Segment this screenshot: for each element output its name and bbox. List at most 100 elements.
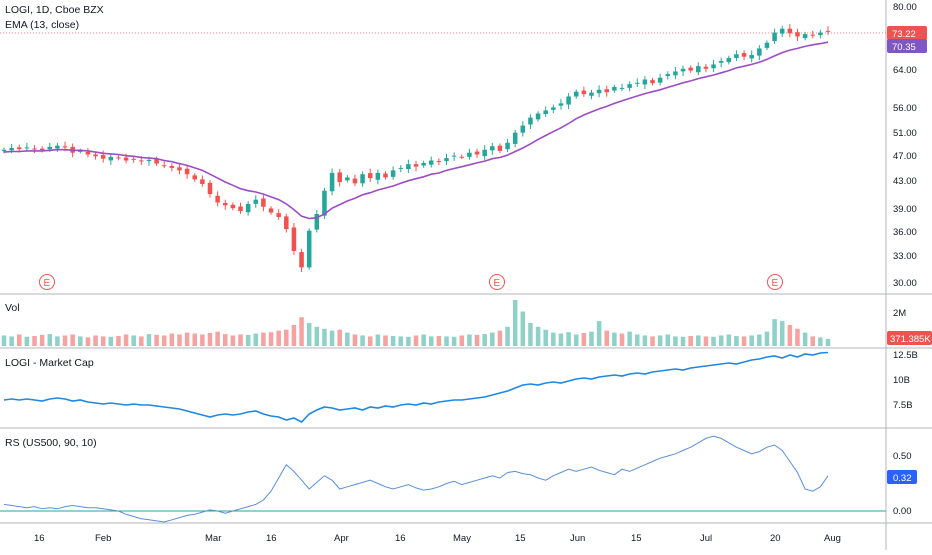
- candle-body[interactable]: [16, 147, 22, 150]
- ema-line[interactable]: [3, 41, 829, 220]
- volume-bar[interactable]: [642, 335, 648, 346]
- earnings-marker[interactable]: E: [767, 274, 783, 290]
- candle-body[interactable]: [146, 159, 152, 162]
- time-axis[interactable]: 16 Feb Mar 16 Apr 16 May 15 Jun 15 Jul 2…: [34, 533, 841, 544]
- volume-bar[interactable]: [139, 336, 144, 346]
- volume-bar[interactable]: [39, 334, 45, 346]
- volume-bar[interactable]: [100, 336, 106, 346]
- candle-body[interactable]: [1, 149, 7, 152]
- candle-body[interactable]: [322, 190, 327, 216]
- candle-body[interactable]: [467, 152, 472, 157]
- candle-body[interactable]: [528, 117, 533, 125]
- candle-body[interactable]: [696, 66, 701, 73]
- volume-bar[interactable]: [787, 324, 793, 346]
- candle-body[interactable]: [802, 34, 808, 39]
- volume-bar[interactable]: [467, 334, 472, 347]
- volume-bar[interactable]: [505, 326, 510, 346]
- volume-bar[interactable]: [47, 334, 53, 346]
- volume-bar[interactable]: [779, 321, 785, 346]
- volume-bar[interactable]: [619, 333, 625, 346]
- volume-bar[interactable]: [497, 330, 503, 346]
- volume-bar[interactable]: [192, 333, 198, 346]
- candle-body[interactable]: [573, 91, 579, 97]
- candle-body[interactable]: [451, 155, 457, 157]
- mcap-line[interactable]: [3, 351, 829, 423]
- volume-bar[interactable]: [161, 335, 167, 346]
- volume-bar[interactable]: [16, 334, 22, 347]
- volume-bar[interactable]: [390, 336, 396, 346]
- volume-bar[interactable]: [146, 334, 152, 346]
- volume-bar[interactable]: [650, 336, 655, 346]
- candle-body[interactable]: [497, 145, 503, 151]
- volume-bar[interactable]: [108, 336, 114, 346]
- candle-body[interactable]: [726, 58, 732, 63]
- volume-bar[interactable]: [566, 332, 571, 346]
- volume-bar[interactable]: [482, 334, 487, 346]
- volume-bar[interactable]: [314, 326, 320, 346]
- volume-bar[interactable]: [596, 321, 602, 346]
- candle-body[interactable]: [818, 32, 823, 36]
- volume-bar[interactable]: [200, 334, 205, 347]
- volume-bar[interactable]: [253, 333, 259, 346]
- volume-bar[interactable]: [612, 332, 617, 346]
- volume-bar[interactable]: [627, 331, 632, 346]
- candle-body[interactable]: [596, 89, 602, 94]
- candle-body[interactable]: [47, 146, 53, 150]
- candle-body[interactable]: [436, 161, 442, 163]
- candle-body[interactable]: [512, 132, 518, 144]
- candle-body[interactable]: [169, 165, 175, 168]
- candle-body[interactable]: [482, 149, 487, 157]
- candle-body[interactable]: [490, 146, 495, 151]
- candle-body[interactable]: [200, 179, 205, 184]
- candle-body[interactable]: [566, 96, 571, 105]
- candle-body[interactable]: [612, 86, 617, 91]
- candle-body[interactable]: [123, 157, 129, 161]
- candle-body[interactable]: [757, 48, 762, 56]
- volume-bar[interactable]: [32, 336, 37, 346]
- volume-bar[interactable]: [757, 334, 762, 347]
- candle-body[interactable]: [474, 151, 480, 155]
- volume-bar[interactable]: [337, 329, 342, 346]
- volume-bar[interactable]: [154, 334, 159, 346]
- volume-bar[interactable]: [673, 336, 678, 346]
- candle-body[interactable]: [459, 156, 465, 158]
- volume-bar[interactable]: [604, 330, 610, 346]
- candle-body[interactable]: [24, 147, 30, 149]
- candle-body[interactable]: [581, 90, 587, 95]
- volume-bar[interactable]: [634, 334, 640, 347]
- candle-body[interactable]: [787, 28, 793, 34]
- candle-body[interactable]: [375, 172, 381, 180]
- candle-body[interactable]: [718, 60, 724, 63]
- volume-bar[interactable]: [230, 335, 236, 346]
- legend-price[interactable]: LOGI, 1D, Cboe BZX: [5, 4, 104, 16]
- volume-bar[interactable]: [703, 336, 709, 346]
- candle-body[interactable]: [673, 71, 678, 76]
- volume-bar[interactable]: [245, 334, 251, 346]
- volume-bar[interactable]: [421, 334, 426, 347]
- candle-body[interactable]: [238, 206, 243, 212]
- candle-body[interactable]: [337, 172, 342, 183]
- volume-bar[interactable]: [261, 332, 266, 346]
- volume-bar[interactable]: [718, 335, 724, 346]
- volume-bar[interactable]: [413, 335, 419, 346]
- candle-body[interactable]: [93, 154, 98, 157]
- candle-body[interactable]: [116, 157, 121, 159]
- volume-bar[interactable]: [24, 336, 30, 346]
- candle-body[interactable]: [589, 92, 594, 96]
- rs-layer[interactable]: [0, 435, 886, 523]
- volume-bar[interactable]: [696, 335, 701, 346]
- candles-layer[interactable]: [1, 24, 831, 272]
- volume-bar[interactable]: [93, 335, 98, 346]
- volume-bar[interactable]: [85, 337, 91, 346]
- volume-bar[interactable]: [1, 335, 7, 346]
- candle-body[interactable]: [352, 178, 358, 184]
- volume-bar[interactable]: [490, 332, 495, 346]
- volume-bar[interactable]: [299, 317, 304, 346]
- candle-body[interactable]: [543, 110, 548, 115]
- candle-body[interactable]: [207, 182, 213, 195]
- legend-mcap[interactable]: LOGI - Market Cap: [5, 357, 94, 369]
- volume-bar[interactable]: [123, 334, 129, 347]
- ema-layer[interactable]: [3, 41, 829, 220]
- volume-bar[interactable]: [451, 336, 457, 346]
- volume-bar[interactable]: [749, 335, 754, 346]
